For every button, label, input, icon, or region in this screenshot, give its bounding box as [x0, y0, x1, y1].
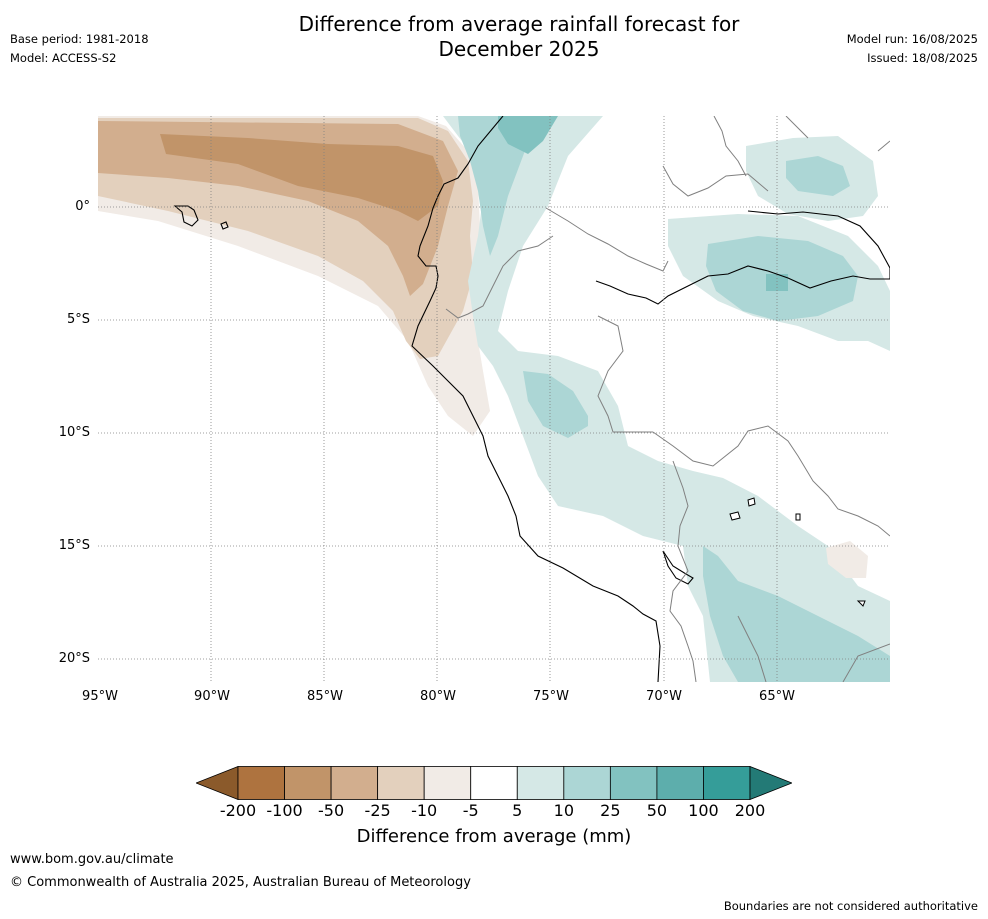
colorbar-tick-label: -200: [219, 801, 257, 820]
colorbar-tick-label: 200: [734, 801, 766, 820]
header-left: Base period: 1981-2018 Model: ACCESS-S2: [10, 30, 149, 68]
title-line-2: December 2025: [438, 37, 600, 61]
anomaly-region-wet-east-25c: [703, 546, 890, 682]
colorbar-title: Difference from average (mm): [356, 826, 632, 847]
anomaly-region-wet-east-10: [443, 116, 890, 682]
lat-label-0: 0°: [75, 199, 90, 214]
colorbar-swatch: [609, 766, 658, 800]
lon-label-90w: 90°W: [194, 689, 230, 704]
issued-text: Issued: 18/08/2025: [867, 51, 978, 65]
colorbar-swatch: [470, 766, 518, 800]
colorbar-swatch: [563, 766, 611, 800]
colorbar-swatch: [516, 766, 565, 800]
lon-label-80w: 80°W: [420, 689, 456, 704]
anomaly-region-dry-50: [160, 134, 443, 221]
anomaly-region-wet-east-25b: [523, 371, 588, 438]
base-period-text: Base period: 1981-2018: [10, 32, 149, 46]
lon-label-70w: 70°W: [646, 689, 682, 704]
anomaly-region-wet-amazon-25: [786, 156, 850, 196]
lat-label-20s: 20°S: [58, 651, 90, 666]
colorbar-swatch: [656, 766, 704, 800]
header-right: Model run: 16/08/2025 Issued: 18/08/2025: [847, 30, 978, 68]
lon-label-95w: 95°W: [82, 689, 118, 704]
colorbar: [196, 766, 792, 800]
colorbar-tick-label: 10: [553, 801, 574, 820]
colorbar-tick-label: -50: [318, 801, 345, 820]
model-text: Model: ACCESS-S2: [10, 51, 117, 65]
page-title: Difference from average rainfall forecas…: [244, 12, 794, 62]
colorbar-swatch: [423, 766, 472, 800]
colorbar-tick-label: 50: [646, 801, 668, 820]
anomaly-region-wet-east-50: [498, 116, 558, 154]
anomaly-region-wet-east-25: [458, 116, 538, 256]
lakes: [729, 497, 866, 607]
colorbar-tick-label: 100: [688, 801, 719, 820]
colorbar-tick-label: 25: [600, 801, 621, 820]
footer-url[interactable]: www.bom.gov.au/climate: [10, 852, 174, 867]
rainfall-anomaly-map: [98, 116, 890, 682]
colorbar-tick-label: -100: [266, 801, 303, 820]
title-line-1: Difference from average rainfall forecas…: [298, 12, 740, 36]
lon-label-85w: 85°W: [307, 689, 343, 704]
country-borders: [445, 116, 890, 682]
lat-label-10s: 10°S: [58, 425, 90, 440]
colorbar-tick-label: -25: [364, 801, 391, 820]
gridlines: [98, 116, 890, 682]
lat-label-5s: 5°S: [66, 312, 90, 327]
colorbar-extend-high: [749, 766, 792, 800]
colorbar-swatch: [237, 766, 285, 800]
colorbar-tick-label: 5: [512, 801, 523, 820]
colorbar-tick-label: -5: [462, 801, 479, 820]
lon-label-65w: 65°W: [759, 689, 795, 704]
colorbar-swatch: [330, 766, 379, 800]
lat-label-15s: 15°S: [58, 538, 90, 553]
colorbar-tick-label: -10: [411, 801, 438, 820]
colorbar-swatch: [703, 766, 751, 800]
colorbar-swatch: [377, 766, 425, 800]
model-run-text: Model run: 16/08/2025: [846, 32, 978, 46]
footer-copyright: © Commonwealth of Australia 2025, Austra…: [10, 875, 471, 890]
anomaly-region-wet-amazon-50: [766, 274, 788, 291]
lon-label-75w: 75°W: [533, 689, 569, 704]
coastline: [173, 116, 890, 682]
colorbar-extend-low: [196, 766, 239, 800]
anomaly-region-dry-east-5: [826, 541, 868, 578]
colorbar-swatch: [284, 766, 332, 800]
footer-note: Boundaries are not considered authoritat…: [723, 899, 978, 913]
